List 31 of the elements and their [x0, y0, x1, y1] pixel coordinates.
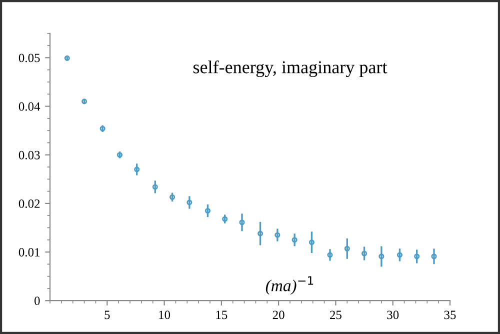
y-tick-label: 0.02 [18, 199, 40, 208]
point [134, 166, 140, 172]
point [414, 254, 420, 260]
point [186, 200, 192, 206]
x-tick-label: 25 [330, 310, 342, 320]
point [152, 184, 158, 190]
point [204, 208, 210, 214]
x-tick-label: 20 [272, 310, 284, 320]
point [378, 254, 384, 260]
x-tick-label: 15 [216, 310, 228, 320]
point [292, 237, 298, 243]
x-tick-label: 30 [387, 310, 399, 320]
point [396, 252, 402, 258]
point [239, 220, 245, 226]
point [362, 250, 368, 256]
point [274, 232, 280, 238]
x-tick-label: 35 [444, 310, 456, 320]
point [327, 252, 333, 258]
text: self-energy, imaginary part [193, 60, 388, 78]
x-tick-label: 5 [104, 310, 110, 320]
y-tick-label: 0.01 [18, 248, 40, 257]
y-tick-label: 0.03 [18, 150, 40, 160]
point [431, 254, 437, 260]
y-tick-label: 0.04 [18, 102, 40, 111]
x-axis-title: (ma)$^{−1}$ [266, 276, 314, 295]
x-tick-label: 10 [159, 310, 170, 320]
y-tick-label: 0 [34, 296, 40, 306]
point [258, 230, 264, 236]
y-tick-label: 0.05 [18, 54, 40, 62]
point [344, 246, 350, 252]
point [308, 240, 314, 246]
